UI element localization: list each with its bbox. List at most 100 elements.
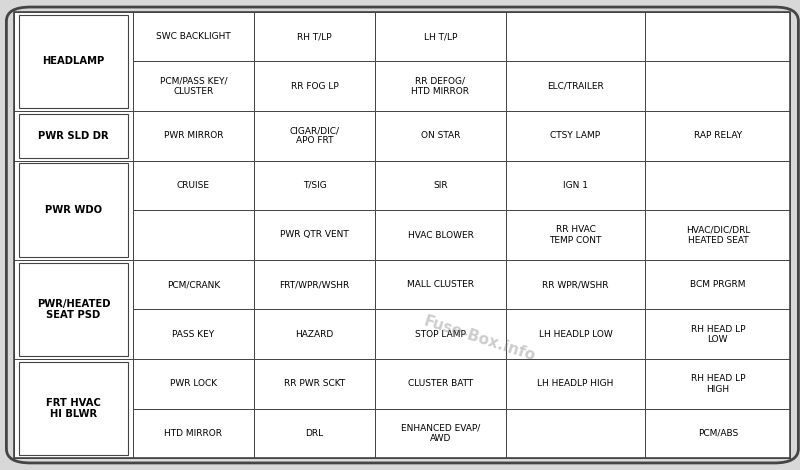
Text: HEADLAMP: HEADLAMP (42, 56, 105, 66)
Text: PWR/HEATED
SEAT PSD: PWR/HEATED SEAT PSD (37, 298, 110, 320)
FancyBboxPatch shape (6, 7, 798, 463)
Text: PCM/CRANK: PCM/CRANK (166, 280, 220, 289)
Text: DRL: DRL (306, 429, 324, 438)
Text: LH HEADLP HIGH: LH HEADLP HIGH (538, 379, 614, 388)
Text: FRT/WPR/WSHR: FRT/WPR/WSHR (279, 280, 350, 289)
Bar (506, 309, 646, 359)
Bar (506, 62, 646, 111)
Text: PWR QTR VENT: PWR QTR VENT (280, 230, 349, 240)
Bar (254, 309, 375, 359)
Bar (375, 62, 506, 111)
Text: SIR: SIR (433, 181, 448, 190)
Text: RH T/LP: RH T/LP (298, 32, 332, 41)
Bar (133, 111, 254, 161)
Bar (646, 161, 790, 210)
Bar (375, 309, 506, 359)
Bar (254, 161, 375, 210)
Bar (133, 408, 254, 458)
Text: RH HEAD LP
LOW: RH HEAD LP LOW (690, 324, 745, 344)
Bar (375, 408, 506, 458)
Text: CRUISE: CRUISE (177, 181, 210, 190)
Bar (506, 408, 646, 458)
Bar (133, 359, 254, 408)
Bar (14, 161, 133, 260)
Text: LH T/LP: LH T/LP (424, 32, 457, 41)
Bar (375, 111, 506, 161)
Bar (375, 12, 506, 62)
Bar (506, 260, 646, 309)
Bar (133, 260, 254, 309)
Bar (254, 111, 375, 161)
Bar (133, 12, 254, 62)
Bar (14, 12, 133, 111)
Bar (506, 111, 646, 161)
Bar (254, 210, 375, 260)
Bar (133, 161, 254, 210)
Text: RR HVAC
TEMP CONT: RR HVAC TEMP CONT (550, 225, 602, 245)
Text: CIGAR/DIC/
APO FRT: CIGAR/DIC/ APO FRT (290, 126, 340, 146)
Bar (133, 210, 254, 260)
Text: RR FOG LP: RR FOG LP (290, 82, 338, 91)
Text: PCM/ABS: PCM/ABS (698, 429, 738, 438)
Text: CLUSTER BATT: CLUSTER BATT (408, 379, 473, 388)
Bar (375, 210, 506, 260)
Bar (646, 111, 790, 161)
Text: RR PWR SCKT: RR PWR SCKT (284, 379, 346, 388)
Bar (646, 12, 790, 62)
Text: HAZARD: HAZARD (295, 330, 334, 339)
Text: PASS KEY: PASS KEY (172, 330, 214, 339)
Text: LH HEADLP LOW: LH HEADLP LOW (538, 330, 612, 339)
Text: HVAC BLOWER: HVAC BLOWER (407, 230, 474, 240)
Bar (19, 114, 128, 158)
Bar (254, 62, 375, 111)
Text: ENHANCED EVAP/
AWD: ENHANCED EVAP/ AWD (401, 424, 480, 443)
Bar (646, 210, 790, 260)
Text: T/SIG: T/SIG (302, 181, 326, 190)
Bar (375, 161, 506, 210)
Bar (133, 62, 254, 111)
Text: STOP LAMP: STOP LAMP (415, 330, 466, 339)
Bar (506, 210, 646, 260)
Bar (254, 408, 375, 458)
Bar (646, 359, 790, 408)
Bar (133, 309, 254, 359)
Text: HVAC/DIC/DRL
HEATED SEAT: HVAC/DIC/DRL HEATED SEAT (686, 225, 750, 245)
Bar (14, 260, 133, 359)
Bar (254, 359, 375, 408)
Text: Fuse-Box.info: Fuse-Box.info (422, 313, 538, 364)
Bar (14, 111, 133, 161)
Bar (14, 359, 133, 458)
Bar (19, 164, 128, 257)
Bar (19, 362, 128, 455)
Bar (375, 359, 506, 408)
Bar (19, 15, 128, 108)
Bar (254, 260, 375, 309)
Text: RR DEFOG/
HTD MIRROR: RR DEFOG/ HTD MIRROR (411, 77, 470, 96)
Text: PWR SLD DR: PWR SLD DR (38, 131, 109, 141)
Bar (646, 260, 790, 309)
Text: ON STAR: ON STAR (421, 131, 460, 140)
Bar (506, 359, 646, 408)
Text: RH HEAD LP
HIGH: RH HEAD LP HIGH (690, 374, 745, 393)
Text: MALL CLUSTER: MALL CLUSTER (407, 280, 474, 289)
Text: PCM/PASS KEY/
CLUSTER: PCM/PASS KEY/ CLUSTER (160, 77, 227, 96)
Text: IGN 1: IGN 1 (563, 181, 588, 190)
Text: FRT HVAC
HI BLWR: FRT HVAC HI BLWR (46, 398, 101, 419)
Text: PWR WDO: PWR WDO (45, 205, 102, 215)
Bar (254, 12, 375, 62)
Bar (19, 263, 128, 356)
Text: BCM PRGRM: BCM PRGRM (690, 280, 746, 289)
Text: HTD MIRROR: HTD MIRROR (165, 429, 222, 438)
Text: RR WPR/WSHR: RR WPR/WSHR (542, 280, 609, 289)
Bar (646, 408, 790, 458)
Bar (646, 309, 790, 359)
Text: CTSY LAMP: CTSY LAMP (550, 131, 601, 140)
Text: SWC BACKLIGHT: SWC BACKLIGHT (156, 32, 230, 41)
Bar (506, 12, 646, 62)
Bar (646, 62, 790, 111)
Text: RAP RELAY: RAP RELAY (694, 131, 742, 140)
Text: ELC/TRAILER: ELC/TRAILER (547, 82, 604, 91)
Text: PWR LOCK: PWR LOCK (170, 379, 217, 388)
Bar (375, 260, 506, 309)
Bar (506, 161, 646, 210)
